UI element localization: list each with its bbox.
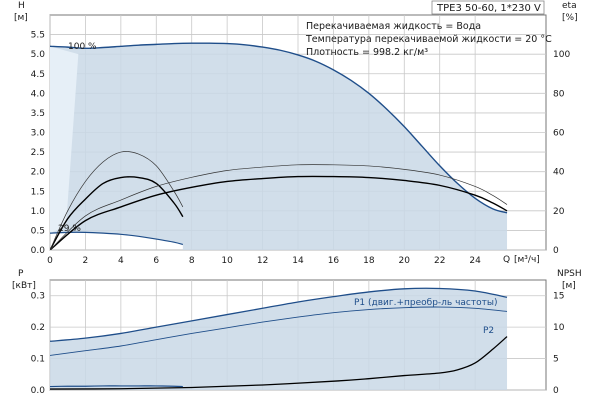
npsh-tick-label: 15 — [553, 292, 564, 302]
head-axis-label: H — [18, 1, 25, 11]
flow-tick-label: 12 — [257, 256, 268, 266]
power-axis-label: P — [18, 269, 24, 279]
eta-axis-unit: [%] — [562, 13, 578, 23]
head-curve-100-percent — [50, 42, 508, 214]
eta-curve-29-percent — [50, 176, 184, 250]
p1-series-label: P1 (двиг.+преобр-ль частоты) — [354, 298, 498, 308]
eta-tick-label: 0 — [553, 246, 559, 256]
flow-axis-label: Q — [503, 255, 510, 265]
eta-axis-label: eta — [562, 1, 577, 11]
flow-tick-label: 14 — [292, 256, 304, 266]
eta-tick-label: 100 — [553, 50, 570, 60]
head-tick-label: 4.5 — [31, 70, 45, 80]
annotation-29-percent: 29 % — [58, 224, 81, 234]
eta-tick-label: 20 — [553, 207, 565, 217]
p2-curve — [50, 306, 508, 356]
flow-axis-unit: [м³/ч] — [514, 255, 540, 265]
eta-curve-100-percent — [50, 175, 508, 250]
head-tick-label: 5.5 — [31, 31, 45, 41]
flow-tick-label: 0 — [47, 256, 53, 266]
title-box — [431, 0, 545, 15]
eta-tick-label: 60 — [553, 129, 565, 139]
head-tick-label: 4.0 — [31, 89, 46, 99]
head-tick-label: 2.0 — [31, 168, 46, 178]
flow-tick-label: 2 — [83, 256, 89, 266]
head-series — [50, 42, 508, 250]
flow-tick-label: 6 — [153, 256, 159, 266]
power-curve-29-percent — [50, 385, 183, 388]
eta-tick-labels: 0 20 40 60 80 100 — [553, 50, 570, 256]
npsh-axis-unit: [м] — [562, 281, 576, 291]
eta-tick-label: 40 — [553, 168, 565, 178]
head-panel: 0 2 4 6 8 10 12 14 16 18 20 22 24 0.00.51.01.52.02.5… — [14, 0, 578, 266]
eta-tick-label: 80 — [553, 89, 565, 99]
flow-tick-label: 8 — [189, 256, 195, 266]
head-tick-label: 3.5 — [31, 109, 45, 119]
head-tick-label: 5.0 — [31, 50, 46, 60]
flow-tick-label: 20 — [399, 256, 411, 266]
info-temperature: Температура перекачиваемой жидкости = 20… — [305, 34, 552, 45]
head-operating-area — [50, 43, 508, 250]
info-density: Плотность = 998.2 кг/м³ — [306, 47, 428, 58]
flow-tick-label: 18 — [363, 256, 375, 266]
flow-tick-label: 22 — [434, 256, 445, 266]
power-operating-area — [50, 288, 508, 390]
head-tick-label: 0.5 — [31, 226, 45, 236]
head-tick-label: 1.0 — [31, 207, 46, 217]
head-tick-labels: 0.0 0.5 1.0 1.5 2.0 2.5 3.0 3.5 4.0 4.5 5.0 5.5 — [31, 31, 46, 256]
power-tick-label: 0.1 — [31, 355, 45, 365]
head-axis-unit: [м] — [14, 13, 28, 23]
head-low-speed-area — [50, 46, 79, 234]
npsh-tick-label: 10 — [553, 323, 565, 333]
power-tick-label: 0.2 — [31, 323, 45, 333]
power-axis-unit: [кВт] — [12, 281, 36, 291]
p2-series-label: P2 — [483, 326, 494, 336]
head-tick-label: 1.5 — [31, 187, 45, 197]
power-tick-labels: 0.0 0.1 0.2 0.3 — [31, 292, 46, 396]
npsh-tick-labels: 0 5 10 15 — [553, 292, 565, 396]
eta-thin-curve-100-percent — [50, 164, 508, 250]
p1-curve — [50, 287, 508, 342]
power-tick-label: 0.0 — [31, 386, 46, 396]
npsh-tick-label: 5 — [553, 355, 559, 365]
npsh-tick-label: 0 — [553, 386, 559, 396]
flow-tick-label: 16 — [328, 256, 340, 266]
info-fluid: Перекачиваемая жидкость = Вода — [306, 21, 481, 32]
head-tick-label: 0.0 — [31, 246, 46, 256]
flow-tick-label: 24 — [469, 256, 481, 266]
head-tick-label: 2.5 — [31, 148, 45, 158]
power-tick-label: 0.3 — [31, 292, 45, 302]
eta-thin-curve-29-percent — [50, 151, 184, 250]
npsh-curve — [50, 336, 508, 390]
flow-tick-label: 4 — [118, 256, 124, 266]
flow-tick-label: 10 — [221, 256, 233, 266]
annotation-100-percent: 100 % — [68, 42, 97, 52]
npsh-axis-label: NPSH — [557, 269, 582, 279]
head-curve-29-percent — [50, 231, 184, 246]
flow-tick-labels: 0 2 4 6 8 10 12 14 16 18 20 22 24 — [47, 256, 481, 266]
head-tick-label: 3.0 — [31, 129, 46, 139]
chart-title: TPE3 50-60, 1*230 V — [436, 3, 541, 14]
power-panel: 0.0 0.1 0.2 0.3 0 5 10 15 P [кВт] NPSH [м] P1 … — [12, 269, 582, 396]
power-series — [50, 287, 508, 390]
